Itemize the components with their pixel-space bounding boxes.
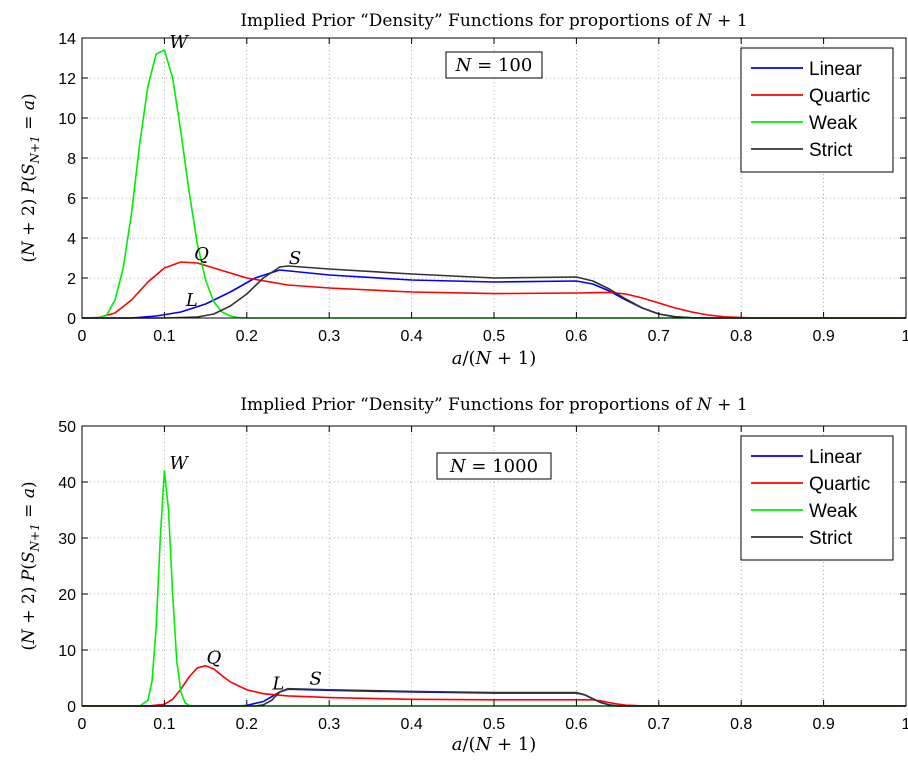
- legend-label-linear: Linear: [809, 59, 862, 80]
- legend-label-quartic: Quartic: [809, 474, 870, 495]
- chart-title: Implied Prior “Density” Functions for pr…: [240, 11, 747, 31]
- annotation-box: [436, 452, 552, 480]
- y-tick-label: 0: [67, 311, 76, 328]
- y-tick-label: 50: [58, 419, 76, 436]
- x-axis-label: a/(N + 1): [452, 348, 537, 369]
- curve-label-linear: L: [271, 673, 284, 694]
- legend-label-weak: Weak: [809, 113, 858, 134]
- legend-label-strict: Strict: [809, 140, 853, 161]
- legend-label-strict: Strict: [809, 528, 853, 549]
- curve-label-quartic: Q: [206, 648, 221, 669]
- y-axis-label: (N + 2) P(SN+1 = a): [19, 481, 42, 650]
- curve-label-quartic: Q: [194, 244, 209, 265]
- x-tick-label: 0.9: [812, 328, 834, 345]
- legend-label-linear: Linear: [809, 447, 862, 468]
- x-tick-label: 0: [78, 328, 87, 345]
- series-line-strict: [82, 265, 906, 319]
- x-tick-label: 1: [902, 716, 908, 733]
- y-tick-label: 20: [58, 587, 76, 604]
- x-tick-label: 0.6: [565, 328, 587, 345]
- chart-title: Implied Prior “Density” Functions for pr…: [240, 395, 747, 415]
- x-tick-label: 0.5: [483, 716, 505, 733]
- series-line-weak: [82, 49, 906, 319]
- x-tick-label: 0.8: [730, 716, 752, 733]
- annotation-label: N = 1000: [449, 456, 538, 477]
- y-tick-label: 30: [58, 531, 76, 548]
- y-tick-label: 12: [58, 71, 76, 88]
- x-tick-label: 0.5: [483, 328, 505, 345]
- x-tick-label: 0.2: [236, 716, 258, 733]
- legend-label-quartic: Quartic: [809, 86, 870, 107]
- x-tick-label: 0.7: [648, 716, 670, 733]
- x-tick-label: 0.6: [565, 716, 587, 733]
- x-tick-label: 0.3: [318, 328, 340, 345]
- annotation-box: [445, 51, 543, 79]
- y-tick-label: 0: [67, 699, 76, 716]
- x-tick-label: 0.9: [812, 716, 834, 733]
- y-tick-label: 6: [67, 191, 76, 208]
- curve-label-strict: S: [289, 248, 301, 269]
- curve-label-weak: W: [169, 32, 189, 53]
- x-tick-label: 0.4: [400, 716, 422, 733]
- series-line-strict: [82, 687, 906, 707]
- curve-label-strict: S: [309, 668, 321, 689]
- series-line-quartic: [82, 664, 906, 707]
- y-tick-label: 14: [58, 31, 76, 48]
- x-tick-label: 0.1: [153, 716, 175, 733]
- series-line-quartic: [81, 261, 906, 319]
- y-axis-label: (N + 2) P(SN+1 = a): [19, 93, 42, 262]
- x-tick-label: 0.4: [400, 328, 422, 345]
- y-tick-label: 10: [58, 643, 76, 660]
- y-tick-label: 8: [67, 151, 76, 168]
- y-tick-label: 10: [58, 111, 76, 128]
- legend-label-weak: Weak: [809, 501, 858, 522]
- y-tick-label: 2: [67, 271, 76, 288]
- curve-label-linear: L: [185, 290, 198, 311]
- x-tick-label: 0: [78, 716, 87, 733]
- curve-label-weak: W: [169, 453, 189, 474]
- series-line-weak: [82, 470, 906, 707]
- x-tick-label: 0.8: [730, 328, 752, 345]
- x-tick-label: 0.7: [648, 328, 670, 345]
- y-tick-label: 4: [67, 231, 76, 248]
- x-tick-label: 0.1: [153, 328, 175, 345]
- annotation-label: N = 100: [455, 55, 533, 76]
- x-axis-label: a/(N + 1): [452, 734, 537, 755]
- x-tick-label: 0.2: [236, 328, 258, 345]
- x-tick-label: 0.3: [318, 716, 340, 733]
- x-tick-label: 1: [902, 328, 908, 345]
- y-tick-label: 40: [58, 475, 76, 492]
